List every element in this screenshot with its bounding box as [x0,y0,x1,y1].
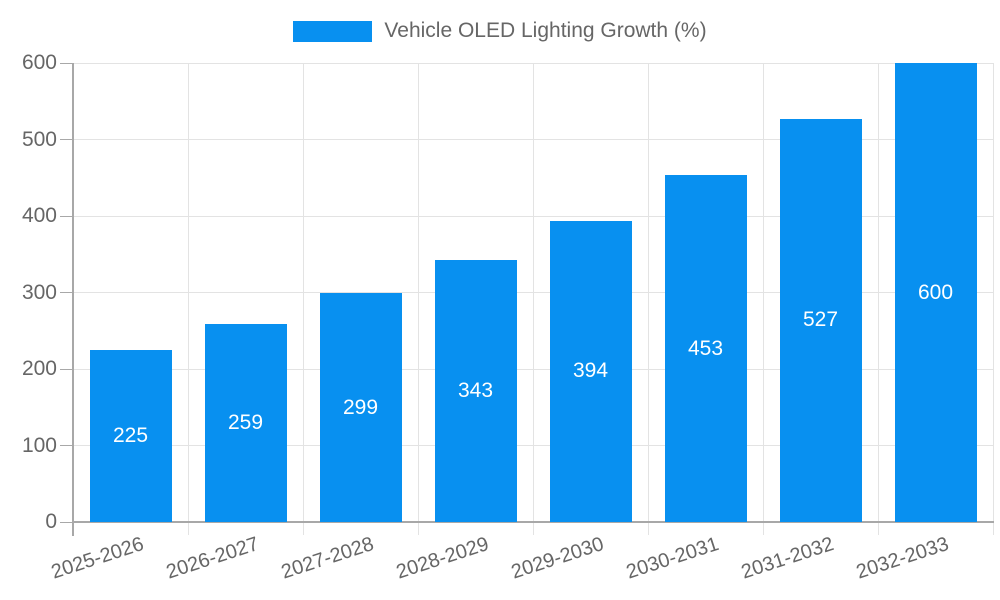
bar[interactable] [664,175,747,522]
x-axis-tick [302,522,304,535]
gridline-vertical [762,63,764,522]
x-axis-tick [532,522,534,535]
x-tick-label: 2030-2031 [623,533,722,584]
bar[interactable] [89,349,172,522]
y-tick-label: 0 [45,510,57,533]
y-axis-tick [60,215,73,217]
legend-swatch [293,20,373,42]
gridline-vertical [417,63,419,522]
x-tick-label: 2032-2033 [853,533,952,584]
bar[interactable] [204,323,287,522]
x-tick-label: 2027-2028 [278,533,377,584]
y-axis-tick [60,521,73,523]
y-axis-line [72,63,74,536]
gridline-vertical [877,63,879,522]
y-tick-label: 300 [21,280,57,304]
x-axis-tick [417,522,419,535]
bar[interactable] [779,118,862,522]
x-axis-tick [877,522,879,535]
bar[interactable] [434,259,517,522]
gridline-vertical [187,63,189,522]
y-tick-label: 600 [21,51,57,74]
x-axis-line [72,521,994,523]
bar[interactable] [894,63,977,522]
x-tick-label: 2025-2026 [48,533,147,584]
x-tick-label: 2029-2030 [508,533,607,584]
x-tick-label: 2031-2032 [738,533,837,584]
y-tick-label: 100 [21,433,57,457]
y-tick-label: 400 [21,204,57,227]
x-tick-label: 2026-2027 [163,533,262,584]
x-tick-label: 2028-2029 [393,533,492,584]
y-axis-tick [60,62,73,64]
gridline-vertical [647,63,649,522]
y-axis-tick [60,292,73,293]
legend[interactable]: Vehicle OLED Lighting Growth (%) [0,16,1000,46]
x-axis-tick [647,522,649,535]
gridline-vertical [302,63,304,522]
y-tick-label: 500 [21,127,57,151]
y-axis-tick [60,445,73,446]
y-axis-tick [60,368,73,370]
gridline-vertical [992,63,994,522]
bar[interactable] [319,293,402,522]
y-axis-tick [60,139,73,140]
bar[interactable] [549,220,632,522]
gridline-vertical [532,63,534,522]
x-axis-tick [992,522,994,535]
x-axis-tick [762,522,764,535]
legend-label: Vehicle OLED Lighting Growth (%) [384,19,707,42]
x-axis-tick [187,522,189,535]
y-tick-label: 200 [21,357,57,380]
